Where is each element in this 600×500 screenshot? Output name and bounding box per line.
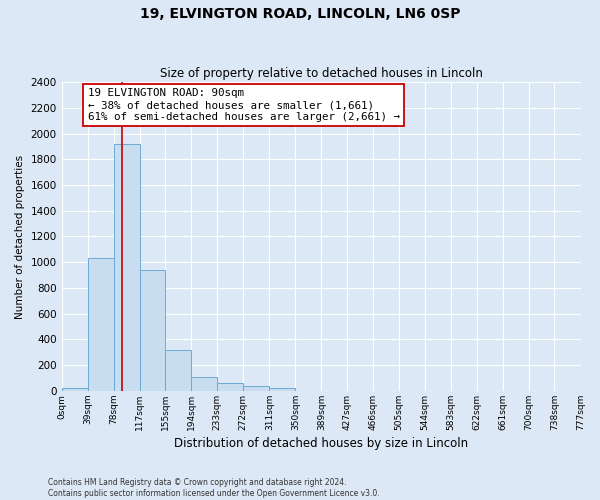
Bar	[165, 350, 191, 391]
Bar	[88, 258, 114, 391]
Text: 19, ELVINGTON ROAD, LINCOLN, LN6 0SP: 19, ELVINGTON ROAD, LINCOLN, LN6 0SP	[140, 8, 460, 22]
Bar	[191, 376, 217, 391]
Bar	[243, 386, 269, 391]
Bar	[62, 388, 88, 391]
Title: Size of property relative to detached houses in Lincoln: Size of property relative to detached ho…	[160, 66, 482, 80]
Bar	[140, 270, 165, 391]
Y-axis label: Number of detached properties: Number of detached properties	[15, 154, 25, 318]
Text: 19 ELVINGTON ROAD: 90sqm
← 38% of detached houses are smaller (1,661)
61% of sem: 19 ELVINGTON ROAD: 90sqm ← 38% of detach…	[88, 88, 400, 122]
Bar	[217, 383, 243, 391]
X-axis label: Distribution of detached houses by size in Lincoln: Distribution of detached houses by size …	[174, 437, 468, 450]
Text: Contains HM Land Registry data © Crown copyright and database right 2024.
Contai: Contains HM Land Registry data © Crown c…	[48, 478, 380, 498]
Bar	[269, 388, 295, 391]
Bar	[114, 144, 140, 391]
